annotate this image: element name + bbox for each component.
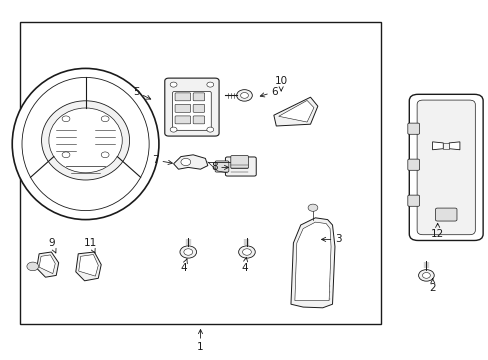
Text: 3: 3 xyxy=(321,234,341,244)
FancyBboxPatch shape xyxy=(193,93,204,101)
FancyBboxPatch shape xyxy=(193,116,204,124)
Text: 4: 4 xyxy=(180,259,187,273)
Polygon shape xyxy=(76,252,101,281)
Circle shape xyxy=(206,82,213,87)
Circle shape xyxy=(62,116,70,122)
Circle shape xyxy=(183,249,192,255)
Polygon shape xyxy=(273,97,317,126)
Circle shape xyxy=(206,127,213,132)
Text: 5: 5 xyxy=(132,87,150,99)
Circle shape xyxy=(240,93,248,98)
Polygon shape xyxy=(173,155,207,169)
Circle shape xyxy=(242,249,251,255)
FancyBboxPatch shape xyxy=(408,94,482,240)
FancyBboxPatch shape xyxy=(416,100,474,235)
Polygon shape xyxy=(448,142,459,150)
Text: 6: 6 xyxy=(260,87,278,97)
Text: 7: 7 xyxy=(152,155,172,165)
Circle shape xyxy=(307,204,317,211)
FancyBboxPatch shape xyxy=(175,104,190,112)
Polygon shape xyxy=(431,142,442,150)
FancyBboxPatch shape xyxy=(172,91,211,130)
Circle shape xyxy=(101,116,109,122)
Text: 1: 1 xyxy=(197,329,203,352)
FancyBboxPatch shape xyxy=(407,123,419,134)
FancyBboxPatch shape xyxy=(230,156,248,168)
Polygon shape xyxy=(290,218,334,308)
Circle shape xyxy=(101,152,109,158)
FancyBboxPatch shape xyxy=(434,208,456,221)
Text: 11: 11 xyxy=(83,238,97,253)
Circle shape xyxy=(180,246,196,258)
FancyBboxPatch shape xyxy=(407,195,419,206)
FancyBboxPatch shape xyxy=(175,93,190,101)
Text: 8: 8 xyxy=(210,162,228,172)
Circle shape xyxy=(422,273,429,278)
Polygon shape xyxy=(37,252,59,277)
Bar xyxy=(20,22,381,324)
Circle shape xyxy=(238,246,255,258)
Circle shape xyxy=(181,158,190,166)
FancyBboxPatch shape xyxy=(225,157,256,176)
Ellipse shape xyxy=(22,77,149,211)
FancyBboxPatch shape xyxy=(175,116,190,124)
Polygon shape xyxy=(79,255,98,276)
Circle shape xyxy=(62,152,70,158)
Ellipse shape xyxy=(49,108,122,173)
FancyBboxPatch shape xyxy=(215,161,228,172)
Ellipse shape xyxy=(12,68,159,220)
Circle shape xyxy=(418,270,433,281)
Circle shape xyxy=(170,127,177,132)
Text: 2: 2 xyxy=(428,279,435,293)
FancyBboxPatch shape xyxy=(164,78,219,136)
Text: 9: 9 xyxy=(48,238,56,253)
Text: 4: 4 xyxy=(241,257,247,273)
Circle shape xyxy=(27,262,39,271)
Polygon shape xyxy=(39,255,55,274)
Circle shape xyxy=(170,82,177,87)
Ellipse shape xyxy=(41,101,129,180)
FancyBboxPatch shape xyxy=(407,159,419,170)
Polygon shape xyxy=(442,143,448,149)
FancyBboxPatch shape xyxy=(193,104,204,112)
Circle shape xyxy=(236,90,252,101)
Text: 12: 12 xyxy=(430,223,444,239)
Text: 10: 10 xyxy=(274,76,287,91)
Polygon shape xyxy=(294,222,330,301)
Polygon shape xyxy=(278,100,313,122)
